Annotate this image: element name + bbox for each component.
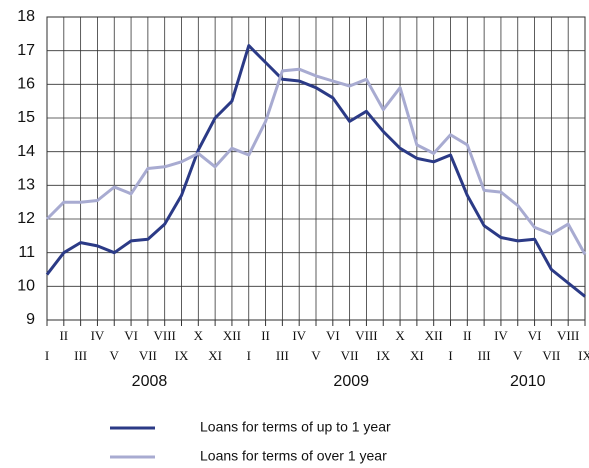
x-tick-label: I bbox=[448, 348, 452, 363]
year-label: 2010 bbox=[510, 373, 546, 390]
legend-label: Loans for terms of over 1 year bbox=[200, 448, 387, 464]
y-tick-label: 11 bbox=[18, 244, 35, 261]
x-tick-label: XI bbox=[208, 348, 222, 363]
x-tick-label: III bbox=[74, 348, 87, 363]
x-tick-label: IX bbox=[175, 348, 189, 363]
x-tick-label: I bbox=[247, 348, 251, 363]
x-tick-label: VI bbox=[326, 328, 340, 343]
x-tick-label: XII bbox=[425, 328, 443, 343]
x-tick-label: II bbox=[463, 328, 472, 343]
x-tick-label: V bbox=[311, 348, 321, 363]
year-label: 2009 bbox=[333, 373, 369, 390]
x-tick-label: II bbox=[261, 328, 270, 343]
x-tick-label: IV bbox=[91, 328, 105, 343]
x-tick-label: XI bbox=[410, 348, 424, 363]
x-tick-label: VI bbox=[124, 328, 138, 343]
x-tick-label: V bbox=[513, 348, 523, 363]
y-tick-label: 16 bbox=[17, 76, 35, 93]
year-label: 2008 bbox=[132, 373, 168, 390]
x-tick-label: IX bbox=[578, 348, 589, 363]
x-tick-label: V bbox=[110, 348, 120, 363]
x-tick-label: I bbox=[45, 348, 49, 363]
y-tick-label: 10 bbox=[17, 278, 35, 295]
x-tick-label: X bbox=[395, 328, 405, 343]
x-tick-label: VII bbox=[341, 348, 359, 363]
legend-label: Loans for terms of up to 1 year bbox=[200, 419, 391, 435]
y-tick-label: 17 bbox=[17, 42, 35, 59]
x-tick-label: VI bbox=[528, 328, 542, 343]
y-tick-label: 12 bbox=[17, 210, 35, 227]
x-tick-label: III bbox=[276, 348, 289, 363]
series-line bbox=[45, 44, 586, 298]
x-tick-label: VIII bbox=[557, 328, 579, 343]
y-tick-label: 15 bbox=[17, 109, 35, 126]
x-tick-label: VIII bbox=[153, 328, 175, 343]
x-tick-label: II bbox=[59, 328, 68, 343]
x-tick-label: IV bbox=[292, 328, 306, 343]
x-tick-label: III bbox=[478, 348, 491, 363]
y-tick-label: 13 bbox=[17, 177, 35, 194]
x-tick-label: XII bbox=[223, 328, 241, 343]
x-tick-label: X bbox=[194, 328, 204, 343]
y-tick-label: 18 bbox=[17, 8, 35, 25]
x-tick-label: VII bbox=[139, 348, 157, 363]
y-tick-label: 9 bbox=[26, 311, 35, 328]
series-line bbox=[45, 67, 587, 256]
x-tick-label: IV bbox=[494, 328, 508, 343]
x-tick-label: VIII bbox=[355, 328, 377, 343]
x-tick-label: IX bbox=[376, 348, 390, 363]
x-tick-label: VII bbox=[542, 348, 560, 363]
y-tick-label: 14 bbox=[17, 143, 35, 160]
